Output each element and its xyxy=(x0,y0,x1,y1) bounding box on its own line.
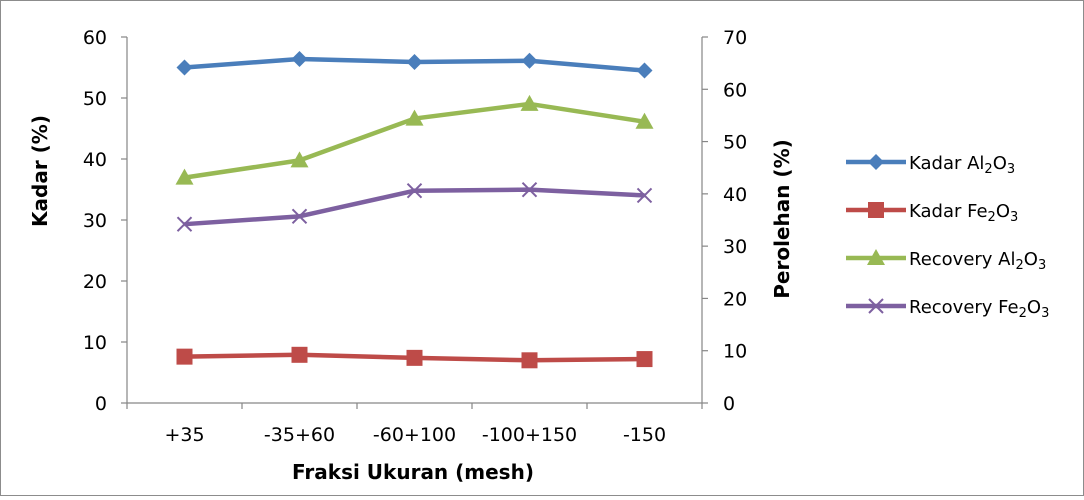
y2-tick-label: 0 xyxy=(723,393,735,415)
y-tick-label: 20 xyxy=(83,271,107,293)
y2-tick-label: 20 xyxy=(723,288,747,310)
axes: 0 10 20 30 40 50 60 0 10 20 30 40 50 60 70 +35 -35+60 -60… xyxy=(83,27,747,446)
y-tick-label: 30 xyxy=(83,210,107,232)
data-point xyxy=(406,54,423,71)
x-tick-label: +35 xyxy=(164,424,204,446)
data-point xyxy=(175,168,194,185)
legend-swatch-marker xyxy=(867,249,885,265)
legend: Kadar Al2O3 Kadar Fe2O3 Recovery Al2O3 Reco… xyxy=(846,153,1049,321)
data-point xyxy=(636,351,653,368)
legend-item: Recovery Fe2O3 xyxy=(846,297,1049,321)
y2-tick-label: 10 xyxy=(723,341,747,363)
legend-swatch-marker xyxy=(868,202,884,218)
data-point xyxy=(521,181,538,198)
y2-tick-label: 70 xyxy=(723,27,747,49)
data-point xyxy=(291,50,308,67)
y-tick-label: 60 xyxy=(83,27,107,49)
series-recovery-fe2o3 xyxy=(176,181,653,232)
data-point xyxy=(291,346,308,363)
data-point xyxy=(405,109,424,126)
legend-item: Recovery Al2O3 xyxy=(846,249,1046,273)
y-tick-label: 0 xyxy=(95,393,107,415)
y-tick-label: 10 xyxy=(83,332,107,354)
data-point xyxy=(520,94,539,111)
x-tick-label: -60+100 xyxy=(373,424,456,446)
y-tick-label: 50 xyxy=(83,88,107,110)
legend-item: Kadar Fe2O3 xyxy=(846,201,1018,225)
data-point xyxy=(635,112,654,129)
data-point xyxy=(521,52,538,69)
data-point xyxy=(406,183,423,199)
x-tick-label: -150 xyxy=(623,424,666,446)
legend-swatch-marker xyxy=(868,154,884,170)
y2-tick-label: 60 xyxy=(723,79,747,101)
y-tick-label: 40 xyxy=(83,149,107,171)
data-point xyxy=(636,187,653,204)
legend-label: Recovery Fe2O3 xyxy=(909,297,1049,321)
y2-axis-title: Perolehan (%) xyxy=(770,139,794,299)
data-point xyxy=(406,349,423,366)
series-recovery-al2o3 xyxy=(175,94,654,185)
series-kadar-fe2o3 xyxy=(176,346,653,369)
x-axis-title: Fraksi Ukuran (mesh) xyxy=(292,460,534,484)
x-tick-label: -35+60 xyxy=(264,424,335,446)
y2-tick-label: 40 xyxy=(723,184,747,206)
y2-tick-label: 30 xyxy=(723,236,747,258)
data-point xyxy=(176,59,193,76)
series-layer xyxy=(175,50,654,369)
data-point xyxy=(176,216,193,232)
legend-label: Kadar Fe2O3 xyxy=(909,201,1018,225)
legend-label: Recovery Al2O3 xyxy=(909,249,1046,273)
legend-label: Kadar Al2O3 xyxy=(909,153,1015,177)
legend-swatch-marker xyxy=(868,298,884,314)
x-tick-label: -100+150 xyxy=(482,424,577,446)
data-point xyxy=(290,151,309,168)
y2-tick-label: 50 xyxy=(723,132,747,154)
series-kadar-al2o3 xyxy=(176,50,653,79)
legend-item: Kadar Al2O3 xyxy=(846,153,1015,177)
y-axis-title: Kadar (%) xyxy=(28,115,52,227)
data-point xyxy=(521,352,538,369)
series-line xyxy=(184,187,645,227)
data-point xyxy=(291,208,308,225)
data-point xyxy=(176,348,193,365)
data-point xyxy=(636,62,653,79)
